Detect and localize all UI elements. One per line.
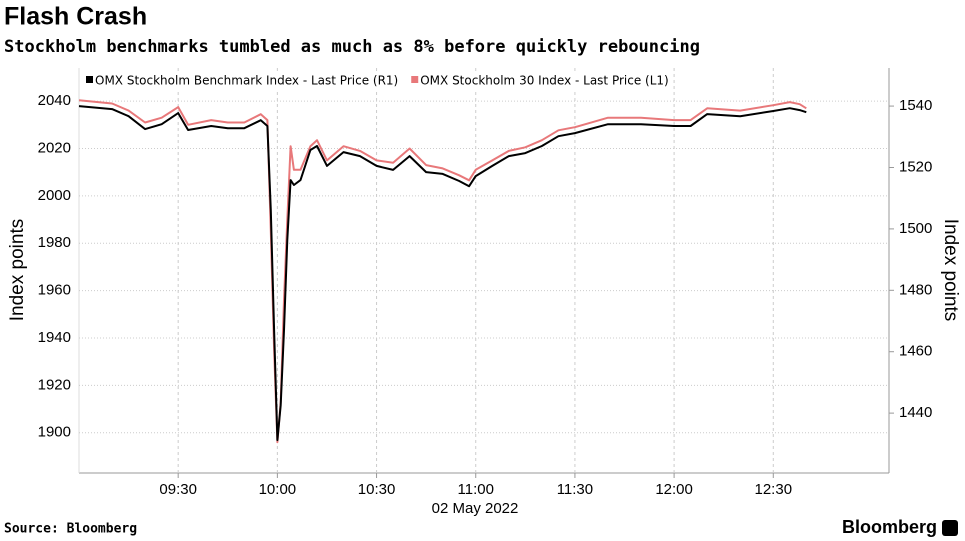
y2-axis-label: Index points <box>940 219 961 321</box>
brand-icon <box>942 520 958 536</box>
brand: Bloomberg <box>842 517 937 537</box>
y2-tick-label: 1480 <box>899 281 932 298</box>
legend-swatch <box>411 76 419 83</box>
y2-tick-label: 1540 <box>899 97 932 114</box>
x-tick-label: 12:00 <box>655 481 693 498</box>
y-tick-label: 2000 <box>38 187 71 204</box>
y-tick-label: 1960 <box>38 282 71 299</box>
series-line <box>78 105 807 442</box>
y-tick-label: 2040 <box>38 92 71 109</box>
y2-tick-label: 1440 <box>899 404 932 421</box>
y-tick-label: 1980 <box>38 234 71 251</box>
source: Source: Bloomberg <box>4 522 137 537</box>
legend-label: OMX Stockholm 30 Index - Last Price (L1) <box>420 74 669 88</box>
chart-subtitle: Stockholm benchmarks tumbled as much as … <box>4 37 700 57</box>
y2-tick-label: 1520 <box>899 158 932 175</box>
legend: OMX Stockholm Benchmark Index - Last Pri… <box>83 72 673 90</box>
chart-title: Flash Crash <box>4 3 147 31</box>
y-tick-label: 1900 <box>38 424 71 441</box>
series-line <box>78 99 807 444</box>
x-tick-label: 10:00 <box>259 481 297 498</box>
legend-background <box>83 72 403 90</box>
y-axis-label: Index points <box>7 219 28 321</box>
x-tick-label: 11:30 <box>557 481 593 498</box>
x-tick-label: 12:30 <box>755 481 793 498</box>
y-tick-label: 1920 <box>38 376 71 393</box>
y-tick-label: 2020 <box>38 139 71 156</box>
y2-tick-label: 1500 <box>899 220 932 237</box>
y2-tick-label: 1460 <box>899 343 932 360</box>
legend-background <box>408 72 673 90</box>
x-axis-label: 02 May 2022 <box>432 500 519 517</box>
x-tick-label: 09:30 <box>159 481 197 498</box>
x-tick-label: 11:00 <box>458 481 494 498</box>
x-tick-label: 10:30 <box>358 481 396 498</box>
legend-swatch <box>86 76 93 83</box>
legend-label: OMX Stockholm Benchmark Index - Last Pri… <box>95 74 398 88</box>
y-tick-label: 1940 <box>38 329 71 346</box>
